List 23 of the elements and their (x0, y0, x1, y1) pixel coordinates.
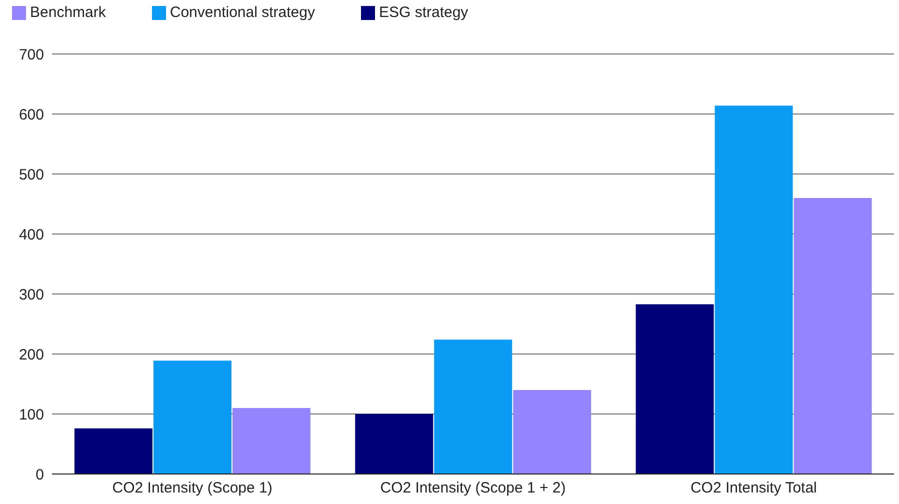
y-tick-label: 0 (36, 466, 44, 484)
x-tick-label: CO2 Intensity Total (690, 480, 817, 497)
bar (74, 428, 152, 474)
legend-label: ESG strategy (378, 4, 468, 21)
bar (513, 390, 592, 474)
bar (794, 198, 872, 474)
bar (636, 304, 714, 474)
x-tick-label: CO2 Intensity (Scope 1 + 2) (380, 480, 566, 497)
y-tick-label: 100 (18, 406, 44, 424)
y-tick-label: 400 (18, 226, 44, 244)
legend-label: Conventional strategy (170, 4, 315, 21)
y-tick-label: 200 (18, 346, 44, 364)
bar (714, 106, 793, 474)
y-tick-label: 700 (18, 46, 44, 64)
y-tick-label: 500 (18, 166, 44, 184)
x-tick-label: CO2 Intensity (Scope 1) (112, 480, 272, 497)
bar (355, 414, 434, 474)
y-tick-label: 300 (18, 286, 44, 304)
bar (232, 408, 310, 474)
y-tick-label: 600 (18, 106, 44, 124)
bar (153, 360, 232, 474)
legend-label: Benchmark (30, 4, 106, 21)
bar (434, 340, 512, 474)
